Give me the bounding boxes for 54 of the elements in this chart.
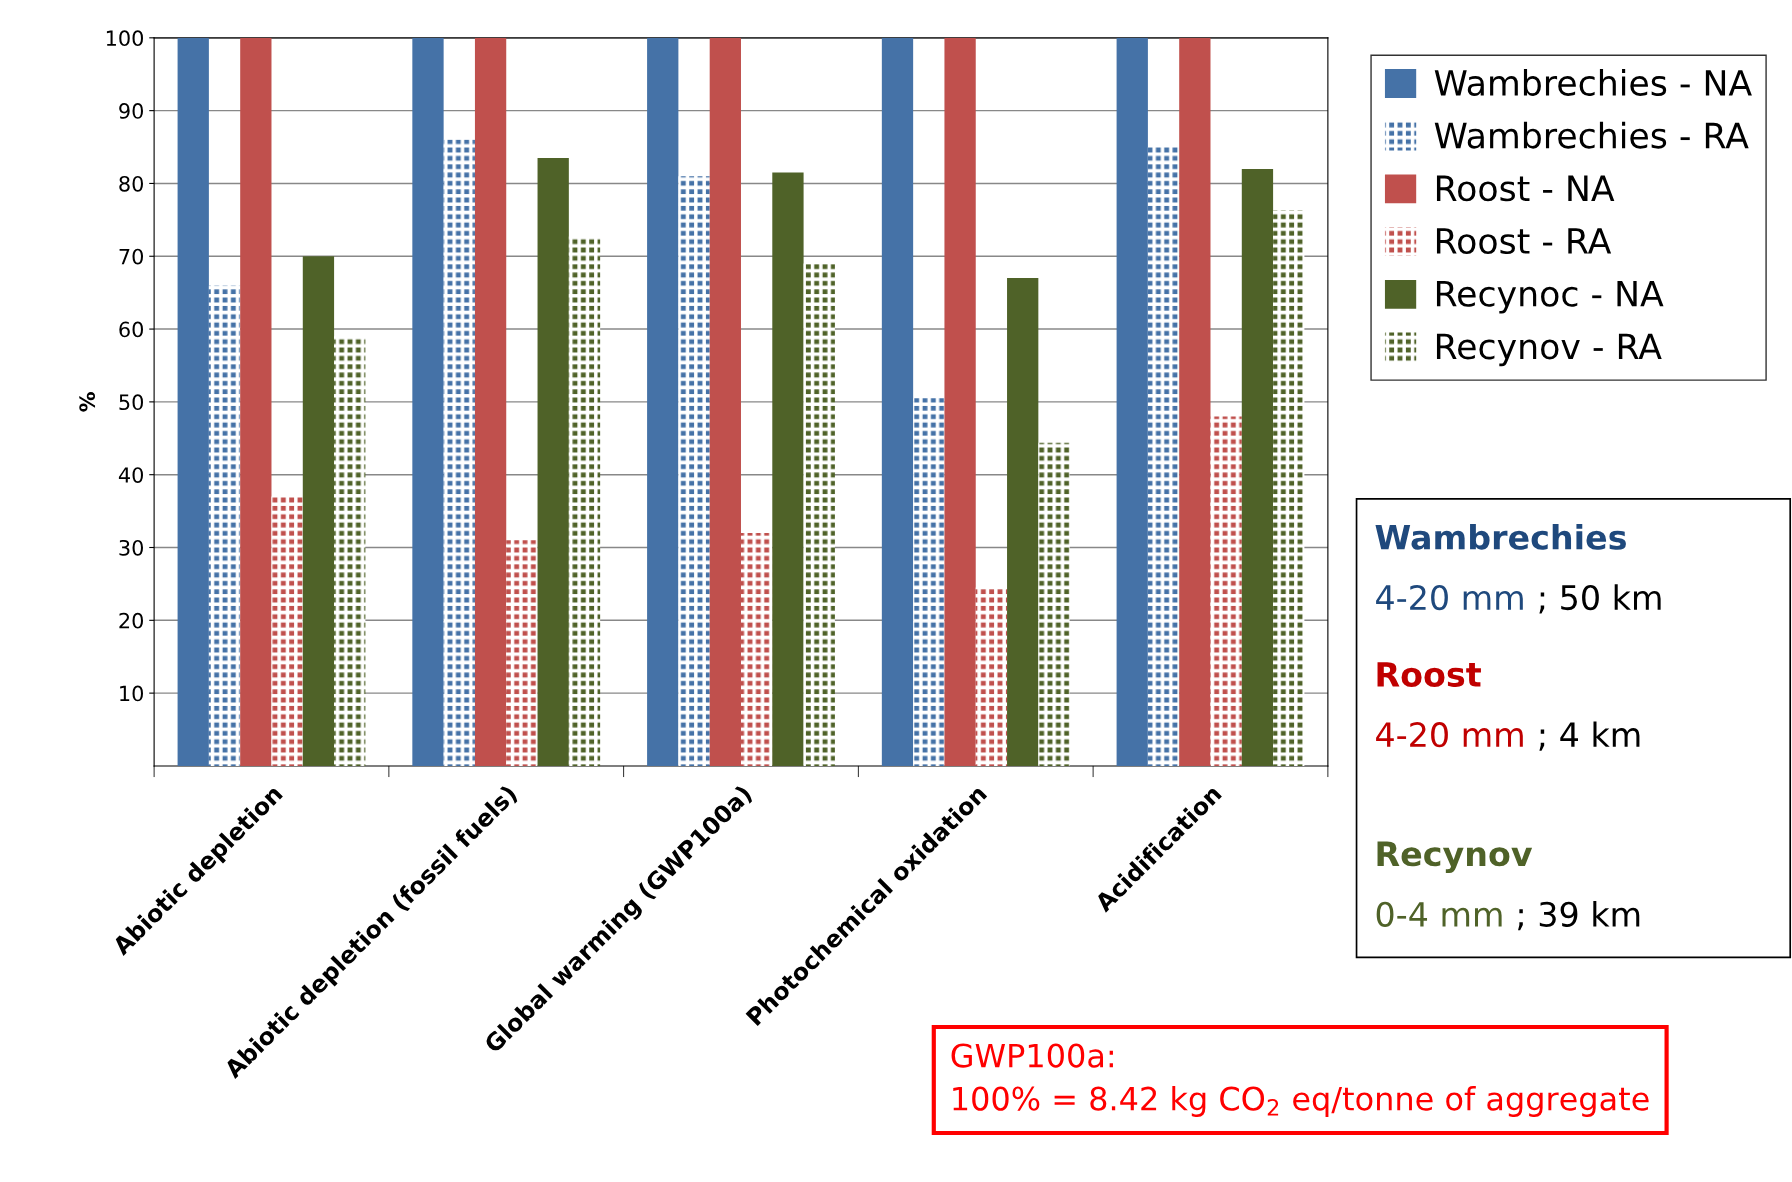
- bar: [975, 587, 1008, 766]
- bar: [1116, 37, 1148, 766]
- bar: [1007, 278, 1039, 766]
- bar: [177, 37, 209, 766]
- bar: [271, 496, 303, 766]
- bar: [913, 398, 945, 766]
- bar: [678, 176, 710, 766]
- text: 4-20 mm ; 50 km: [1376, 584, 1661, 614]
- text: 4-20 mm ; 4 km: [1376, 721, 1640, 751]
- text: 0-4 mm ; 39 km: [1376, 901, 1640, 931]
- bar: [1210, 416, 1242, 766]
- bar: [944, 37, 976, 766]
- y-tick-label: 90: [119, 103, 144, 119]
- legend-label: Recynov - RA: [1436, 333, 1662, 367]
- bar: [334, 336, 366, 766]
- legend-label: Wambrechies - RA: [1434, 121, 1749, 149]
- text: GWP100a: 100% = 8.42 kg CO$_{2}$ eq/tonne of aggregate: [951, 1043, 1649, 1117]
- y-tick-label: 50: [119, 394, 144, 411]
- bar: [443, 139, 475, 766]
- text: Recynov: [1377, 841, 1533, 874]
- bar: [1241, 168, 1274, 766]
- bar: [803, 263, 835, 766]
- bar: [240, 37, 272, 766]
- bar: [208, 285, 241, 766]
- bar: [740, 532, 773, 766]
- bar: [1147, 147, 1180, 766]
- legend-label: Roost - NA: [1436, 175, 1615, 202]
- text: Wambrechies: [1375, 524, 1626, 550]
- y-tick-label: 70: [119, 248, 144, 265]
- y-tick-label: 20: [119, 612, 144, 629]
- bar: [709, 37, 741, 766]
- bar: [474, 37, 507, 766]
- y-tick-label: 80: [119, 175, 144, 192]
- text: Roost: [1377, 662, 1481, 687]
- y-tick-label: 30: [119, 539, 144, 556]
- bar: [506, 540, 538, 766]
- bar: [568, 236, 601, 766]
- y-tick-label: 60: [119, 321, 144, 338]
- bar: [647, 37, 679, 766]
- bar: [772, 172, 804, 766]
- bar: [537, 157, 569, 766]
- legend-label: Roost - RA: [1436, 228, 1612, 255]
- legend-label: Wambrechies - NA: [1434, 69, 1752, 96]
- y-tick-label: 10: [120, 685, 144, 702]
- bar: [412, 37, 444, 766]
- y-tick-label: 40: [118, 467, 144, 483]
- bar: [1273, 210, 1305, 766]
- bar: [1038, 442, 1070, 766]
- bar: [1179, 37, 1211, 766]
- bar: [881, 37, 914, 766]
- bar: [302, 256, 335, 766]
- y-axis-title: %: [79, 392, 96, 412]
- y-tick-label: 100: [106, 30, 144, 47]
- legend-label: Recynoc - NA: [1436, 280, 1664, 314]
